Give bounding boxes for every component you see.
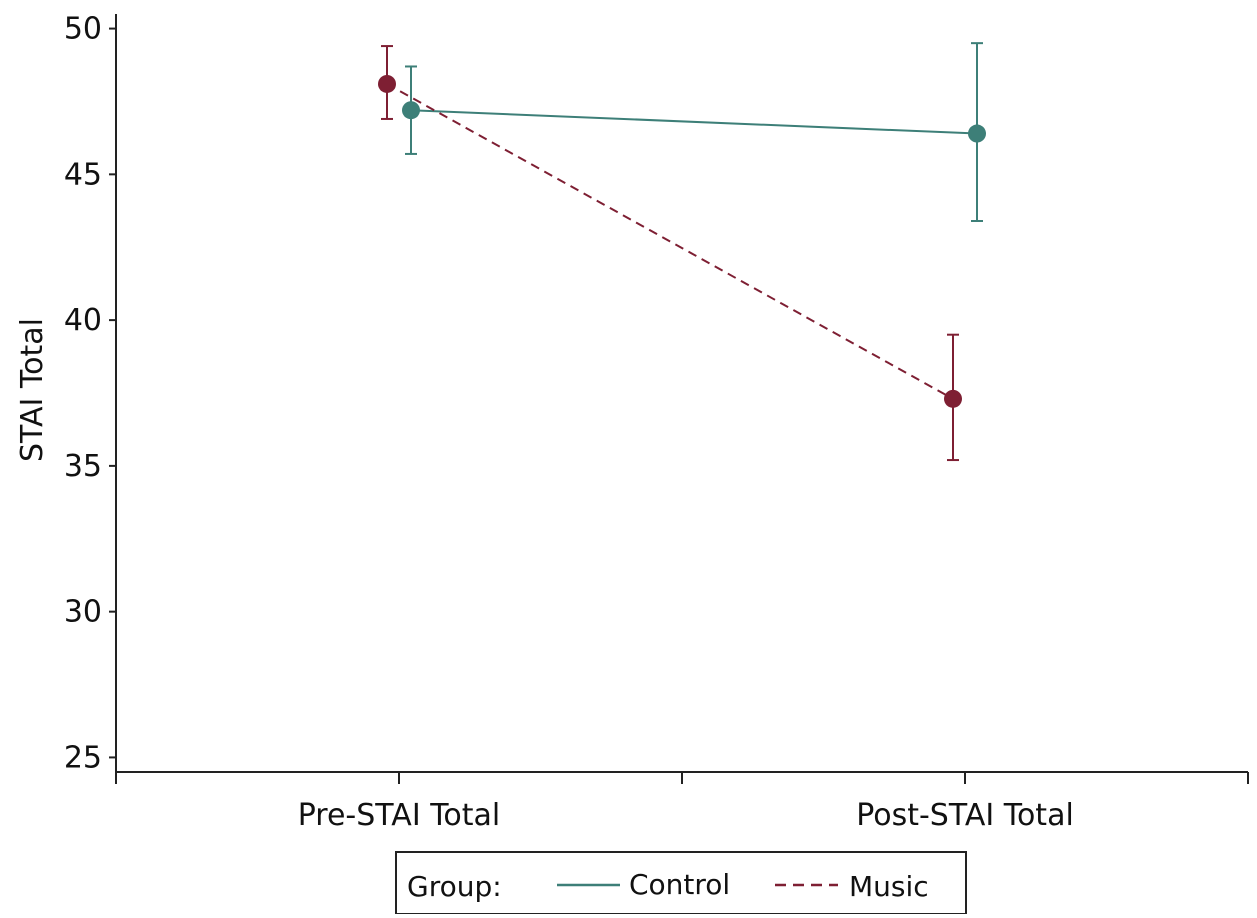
- x-tick-label: Pre-STAI Total: [298, 798, 501, 833]
- legend-label-control: Control: [629, 868, 730, 901]
- y-tick-label: 30: [64, 595, 102, 630]
- y-tick-label: 50: [64, 12, 102, 47]
- legend-title: Group:: [407, 870, 502, 903]
- data-point-music: [378, 74, 396, 93]
- y-tick-label: 45: [64, 157, 102, 192]
- plot-frame: [115, 14, 1248, 773]
- legend: Group: Control Music: [395, 851, 967, 915]
- y-tick-label: 40: [64, 303, 102, 338]
- data-point-control: [968, 124, 986, 143]
- x-tick-label: Post-STAI Total: [856, 798, 1074, 833]
- y-axis-title: STAI Total: [15, 318, 50, 462]
- legend-label-music: Music: [849, 870, 929, 903]
- y-tick-label: 25: [64, 740, 102, 775]
- series-line-music: [386, 83, 954, 400]
- series-music: [378, 45, 962, 462]
- data-point-music: [944, 389, 962, 408]
- y-tick-label: 35: [64, 449, 102, 484]
- series-control: [402, 42, 986, 222]
- series-group: [378, 42, 986, 462]
- axes: 25 30 35 40 45 50 Pre-STAI Total Post-STAI Tota…: [64, 12, 1249, 833]
- legend-box: [395, 851, 967, 915]
- series-line-control: [410, 109, 978, 135]
- data-point-control: [402, 101, 420, 120]
